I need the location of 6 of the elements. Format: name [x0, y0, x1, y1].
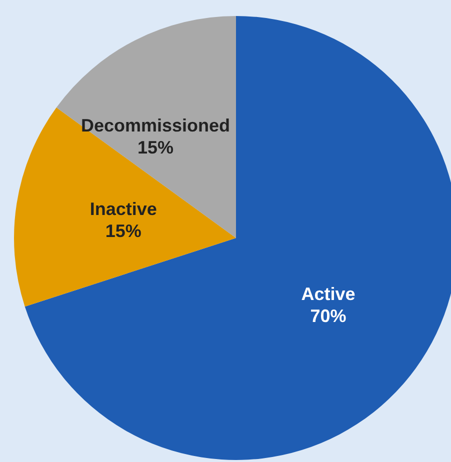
data-label: 15%: [137, 137, 174, 158]
data-label: 70%: [310, 306, 346, 326]
slice-label: Inactive: [90, 199, 157, 220]
slice-label: Decommissioned: [80, 115, 230, 136]
data-label: 15%: [105, 221, 142, 242]
slice-label: Active: [301, 284, 356, 304]
